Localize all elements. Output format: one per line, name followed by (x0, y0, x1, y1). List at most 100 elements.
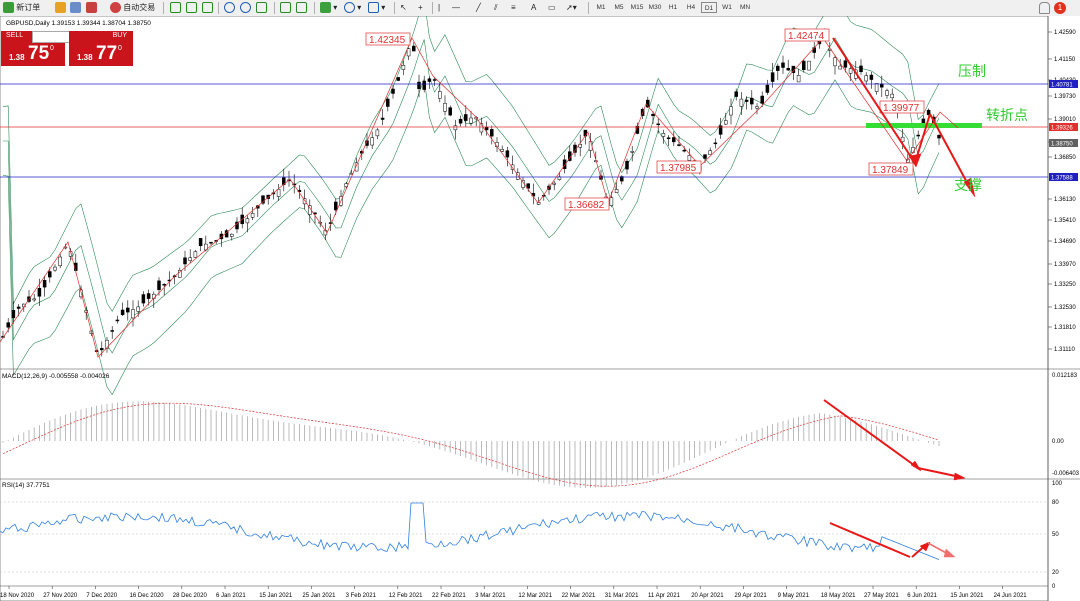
candle (677, 135, 681, 147)
candle (562, 154, 567, 174)
candle (396, 77, 400, 82)
templates-button[interactable]: ▾ (368, 1, 385, 14)
candle (120, 302, 125, 317)
svg-text:1.39977: 1.39977 (883, 103, 920, 114)
rsi-tick: 100 (1052, 481, 1063, 487)
main-toolbar: 新订单 自动交易 ▾ ▾ ▾ ↖ + | — ╱ ⫽ ≡ A ▭ ➚▾ M1 M… (0, 0, 1080, 17)
date-tick: 3 Feb 2021 (346, 593, 377, 599)
timeframe-m1[interactable]: M1 (596, 4, 606, 11)
date-tick: 27 May 2021 (864, 593, 899, 599)
fibonacci-tool[interactable]: ≡ (511, 1, 516, 14)
buy-button[interactable]: BUY 1.38 77 0 (69, 31, 133, 66)
candle (869, 71, 874, 89)
candle (250, 207, 255, 220)
chart-area[interactable]: GBPUSD,Daily 1.39153 1.39344 1.38704 1.3… (0, 16, 1080, 601)
rsi-tick: 0 (1052, 584, 1056, 590)
date-tick: 9 May 2021 (778, 593, 810, 599)
candle (198, 238, 203, 252)
candle (469, 110, 473, 126)
resistance-annotation: 压制 (958, 63, 986, 79)
notification-badge[interactable]: 1 (1054, 2, 1066, 14)
price-badges: 1.40781 1.39326 1.38750 1.37588 (1049, 80, 1078, 182)
candle (11, 301, 16, 324)
date-tick: 27 Nov 2020 (43, 593, 78, 599)
timeframe-d1[interactable]: D1 (701, 2, 717, 13)
metaeditor-button[interactable] (55, 1, 66, 14)
candle (916, 130, 920, 140)
candle (765, 79, 770, 95)
red-arrows-macd (823, 399, 966, 481)
peak-labels: 1.42345 1.42474 1.39977 1.37849 1.37985 … (365, 28, 925, 211)
candle (427, 76, 432, 89)
timeframe-h4[interactable]: H4 (686, 4, 696, 11)
horizontal-line-tool[interactable]: — (452, 1, 460, 14)
candle (131, 300, 135, 327)
crosshair-tool[interactable]: + (418, 1, 423, 14)
timeframe-m30[interactable]: M30 (648, 4, 662, 11)
rsi-line (0, 502, 940, 560)
candle (438, 81, 442, 103)
pink-arrow-rsi (927, 542, 956, 558)
timeframe-h1[interactable]: H1 (668, 4, 678, 11)
zoom-out-button[interactable] (240, 1, 251, 14)
clock-icon (344, 2, 355, 14)
turning-point-band (866, 123, 982, 128)
candle (755, 103, 759, 115)
channel-tool[interactable]: ⫽ (494, 1, 498, 14)
bar-chart-button[interactable] (170, 1, 181, 14)
buy-price-sup: 0 (118, 45, 122, 52)
rsi-tick: 50 (1052, 532, 1059, 538)
timeframe-m5[interactable]: M5 (614, 4, 624, 11)
candle (188, 249, 192, 263)
candle (937, 134, 941, 145)
timeframe-w1[interactable]: W1 (722, 4, 732, 11)
candle (739, 92, 744, 116)
buy-price-big: 77 (96, 43, 118, 64)
zoom-in-button[interactable] (224, 1, 235, 14)
candle (443, 95, 447, 116)
candle (734, 88, 738, 101)
svg-text:1.37985: 1.37985 (660, 163, 697, 174)
turning-point-annotation: 转折点 (986, 107, 1028, 123)
timeframe-mn[interactable]: MN (739, 4, 751, 11)
macd-histogram (2, 401, 940, 488)
market-watch-button[interactable] (86, 1, 97, 14)
candle (479, 117, 484, 136)
bell-icon[interactable] (1039, 2, 1050, 14)
candle (105, 336, 109, 353)
text-tool[interactable]: A (531, 1, 536, 14)
date-axis: 18 Nov 2020 27 Nov 2020 7 Dec 2020 16 Dec 2… (0, 586, 1027, 599)
candle-chart-button[interactable] (186, 1, 197, 14)
tile-windows-button[interactable] (256, 1, 267, 14)
line-chart-button[interactable] (202, 1, 213, 14)
date-tick: 16 Dec 2020 (130, 593, 165, 599)
periods-button[interactable]: ▾ (344, 1, 361, 14)
auto-trading-button[interactable]: 自动交易 (110, 1, 155, 14)
candle (162, 283, 166, 296)
buy-label: BUY (112, 32, 127, 39)
cursor-tool[interactable]: ↖ (400, 1, 407, 14)
vertical-line-tool[interactable]: | (438, 1, 440, 14)
candle (453, 119, 458, 140)
new-order-button[interactable]: 新订单 (3, 1, 40, 14)
price-badge: 1.37588 (1049, 173, 1078, 182)
date-tick: 15 Jun 2021 (950, 593, 984, 599)
peak-label-5: 1.37985 (656, 160, 702, 174)
candle (235, 217, 239, 234)
indicators-button[interactable]: ▾ (320, 1, 337, 14)
candle (833, 54, 837, 75)
arrows-tool[interactable]: ➚▾ (566, 1, 577, 14)
candle (146, 289, 151, 306)
price-tick: 1.36130 (1054, 197, 1076, 203)
trendline-tool[interactable]: ╱ (476, 1, 481, 14)
svg-text:1.39326: 1.39326 (1051, 126, 1073, 132)
metaeditor-icon (55, 2, 66, 14)
label-tool[interactable]: ▭ (548, 1, 556, 14)
autoscroll-button[interactable] (296, 1, 307, 14)
navigator-button[interactable] (70, 1, 81, 14)
chart-shift-button[interactable] (280, 1, 291, 14)
candle (370, 131, 374, 149)
timeframe-m15[interactable]: M15 (630, 4, 644, 11)
candle (193, 249, 198, 258)
new-order-icon (3, 2, 14, 14)
